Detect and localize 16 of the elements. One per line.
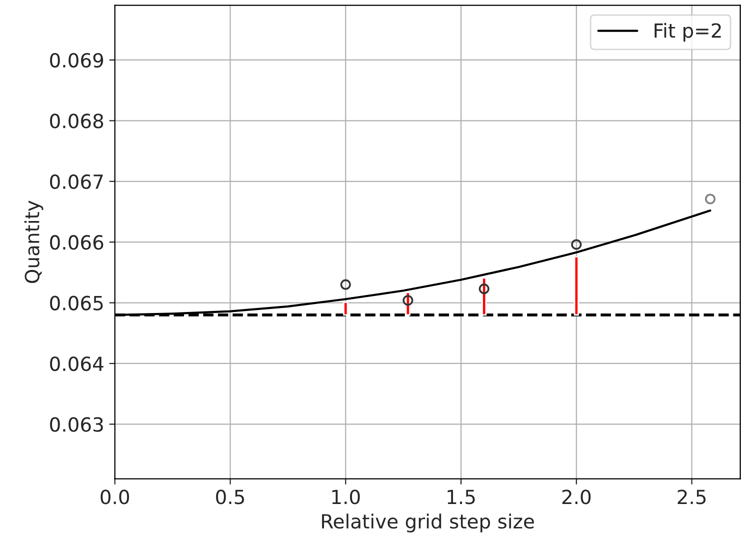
y-tick-label: 0.064 xyxy=(50,356,104,372)
x-tick-label: 2.5 xyxy=(678,490,706,504)
x-tick-label: 2.0 xyxy=(562,490,591,504)
x-tick-label: 0.5 xyxy=(216,490,244,504)
x-tick-label: 1.5 xyxy=(448,490,475,504)
y-tick-label: 0.065 xyxy=(50,296,103,310)
y-tick-label: 0.068 xyxy=(50,114,104,128)
x-tick-label: 0.0 xyxy=(100,490,130,504)
y-tick-label: 0.063 xyxy=(50,417,103,432)
x-axis-title: Relative grid step size xyxy=(322,514,534,532)
y-tick-label: 0.067 xyxy=(50,174,103,190)
legend-label: Fit p=2 xyxy=(654,22,721,42)
x-tick-label: 1.0 xyxy=(332,490,360,504)
y-axis-title: Quantity xyxy=(24,200,44,284)
y-tick-label: 0.069 xyxy=(50,52,104,68)
y-tick-label: 0.066 xyxy=(50,235,104,250)
